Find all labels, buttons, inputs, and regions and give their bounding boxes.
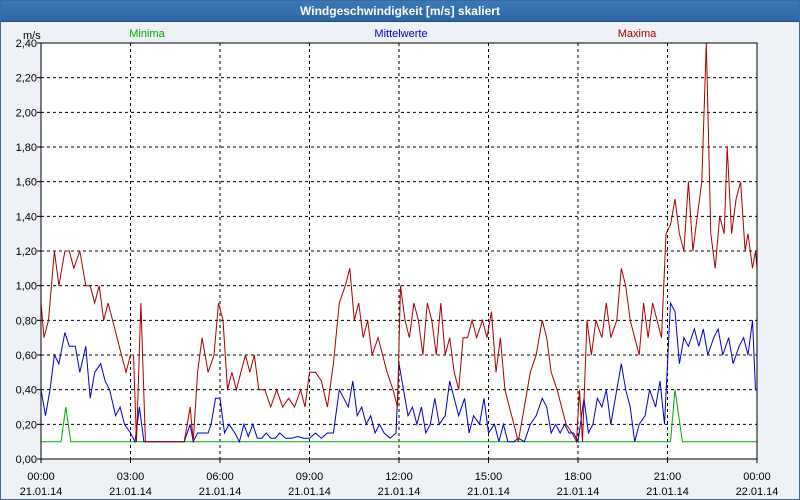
x-tick-date: 21.01.14 <box>557 486 600 498</box>
x-tick-time: 21:00 <box>654 471 682 483</box>
window-title: Windgeschwindigkeit [m/s] skaliert <box>1 1 799 22</box>
y-tick-label: 1,40 <box>16 211 37 223</box>
legend-mittelwerte: Mittelwerte <box>374 28 427 40</box>
legend-minima: Minima <box>129 28 165 40</box>
y-tick-label: 2,00 <box>16 107 37 119</box>
series-line-maxima <box>40 42 758 444</box>
x-tick-time: 15:00 <box>475 471 503 483</box>
y-tick-label: 1,00 <box>16 281 37 293</box>
x-tick-date: 21.01.14 <box>109 486 152 498</box>
y-tick-label: 2,40 <box>16 38 37 50</box>
x-tick-date: 21.01.14 <box>288 486 331 498</box>
y-tick-label: 0,00 <box>16 454 37 466</box>
x-tick-time: 00:00 <box>27 471 55 483</box>
y-tick-label: 0,40 <box>16 385 37 397</box>
y-tick-label: 1,20 <box>16 246 37 258</box>
y-tick-label: 0,20 <box>16 419 37 431</box>
legend-maxima: Maxima <box>618 28 657 40</box>
x-tick-time: 18:00 <box>564 471 592 483</box>
y-tick-label: 0,80 <box>16 315 37 327</box>
x-tick-time: 09:00 <box>296 471 324 483</box>
x-tick-date: 21.01.14 <box>199 486 242 498</box>
series-line-minima <box>41 389 757 443</box>
y-tick-label: 1,60 <box>16 177 37 189</box>
x-tick-date: 21.01.14 <box>646 486 689 498</box>
y-tick-label: 2,20 <box>16 73 37 85</box>
plot-border <box>40 42 758 460</box>
x-tick-date: 21.01.14 <box>20 486 63 498</box>
x-tick-time: 12:00 <box>385 471 413 483</box>
x-tick-time: 00:00 <box>743 471 771 483</box>
x-tick-time: 06:00 <box>206 471 234 483</box>
x-tick-time: 03:00 <box>117 471 145 483</box>
y-tick-label: 1,80 <box>16 142 37 154</box>
x-tick-date: 21.01.14 <box>467 486 510 498</box>
x-tick-date: 22.01.14 <box>736 486 779 498</box>
y-axis-label: m/s <box>23 30 41 42</box>
x-tick-date: 21.01.14 <box>378 486 421 498</box>
y-tick-label: 0,60 <box>16 350 37 362</box>
